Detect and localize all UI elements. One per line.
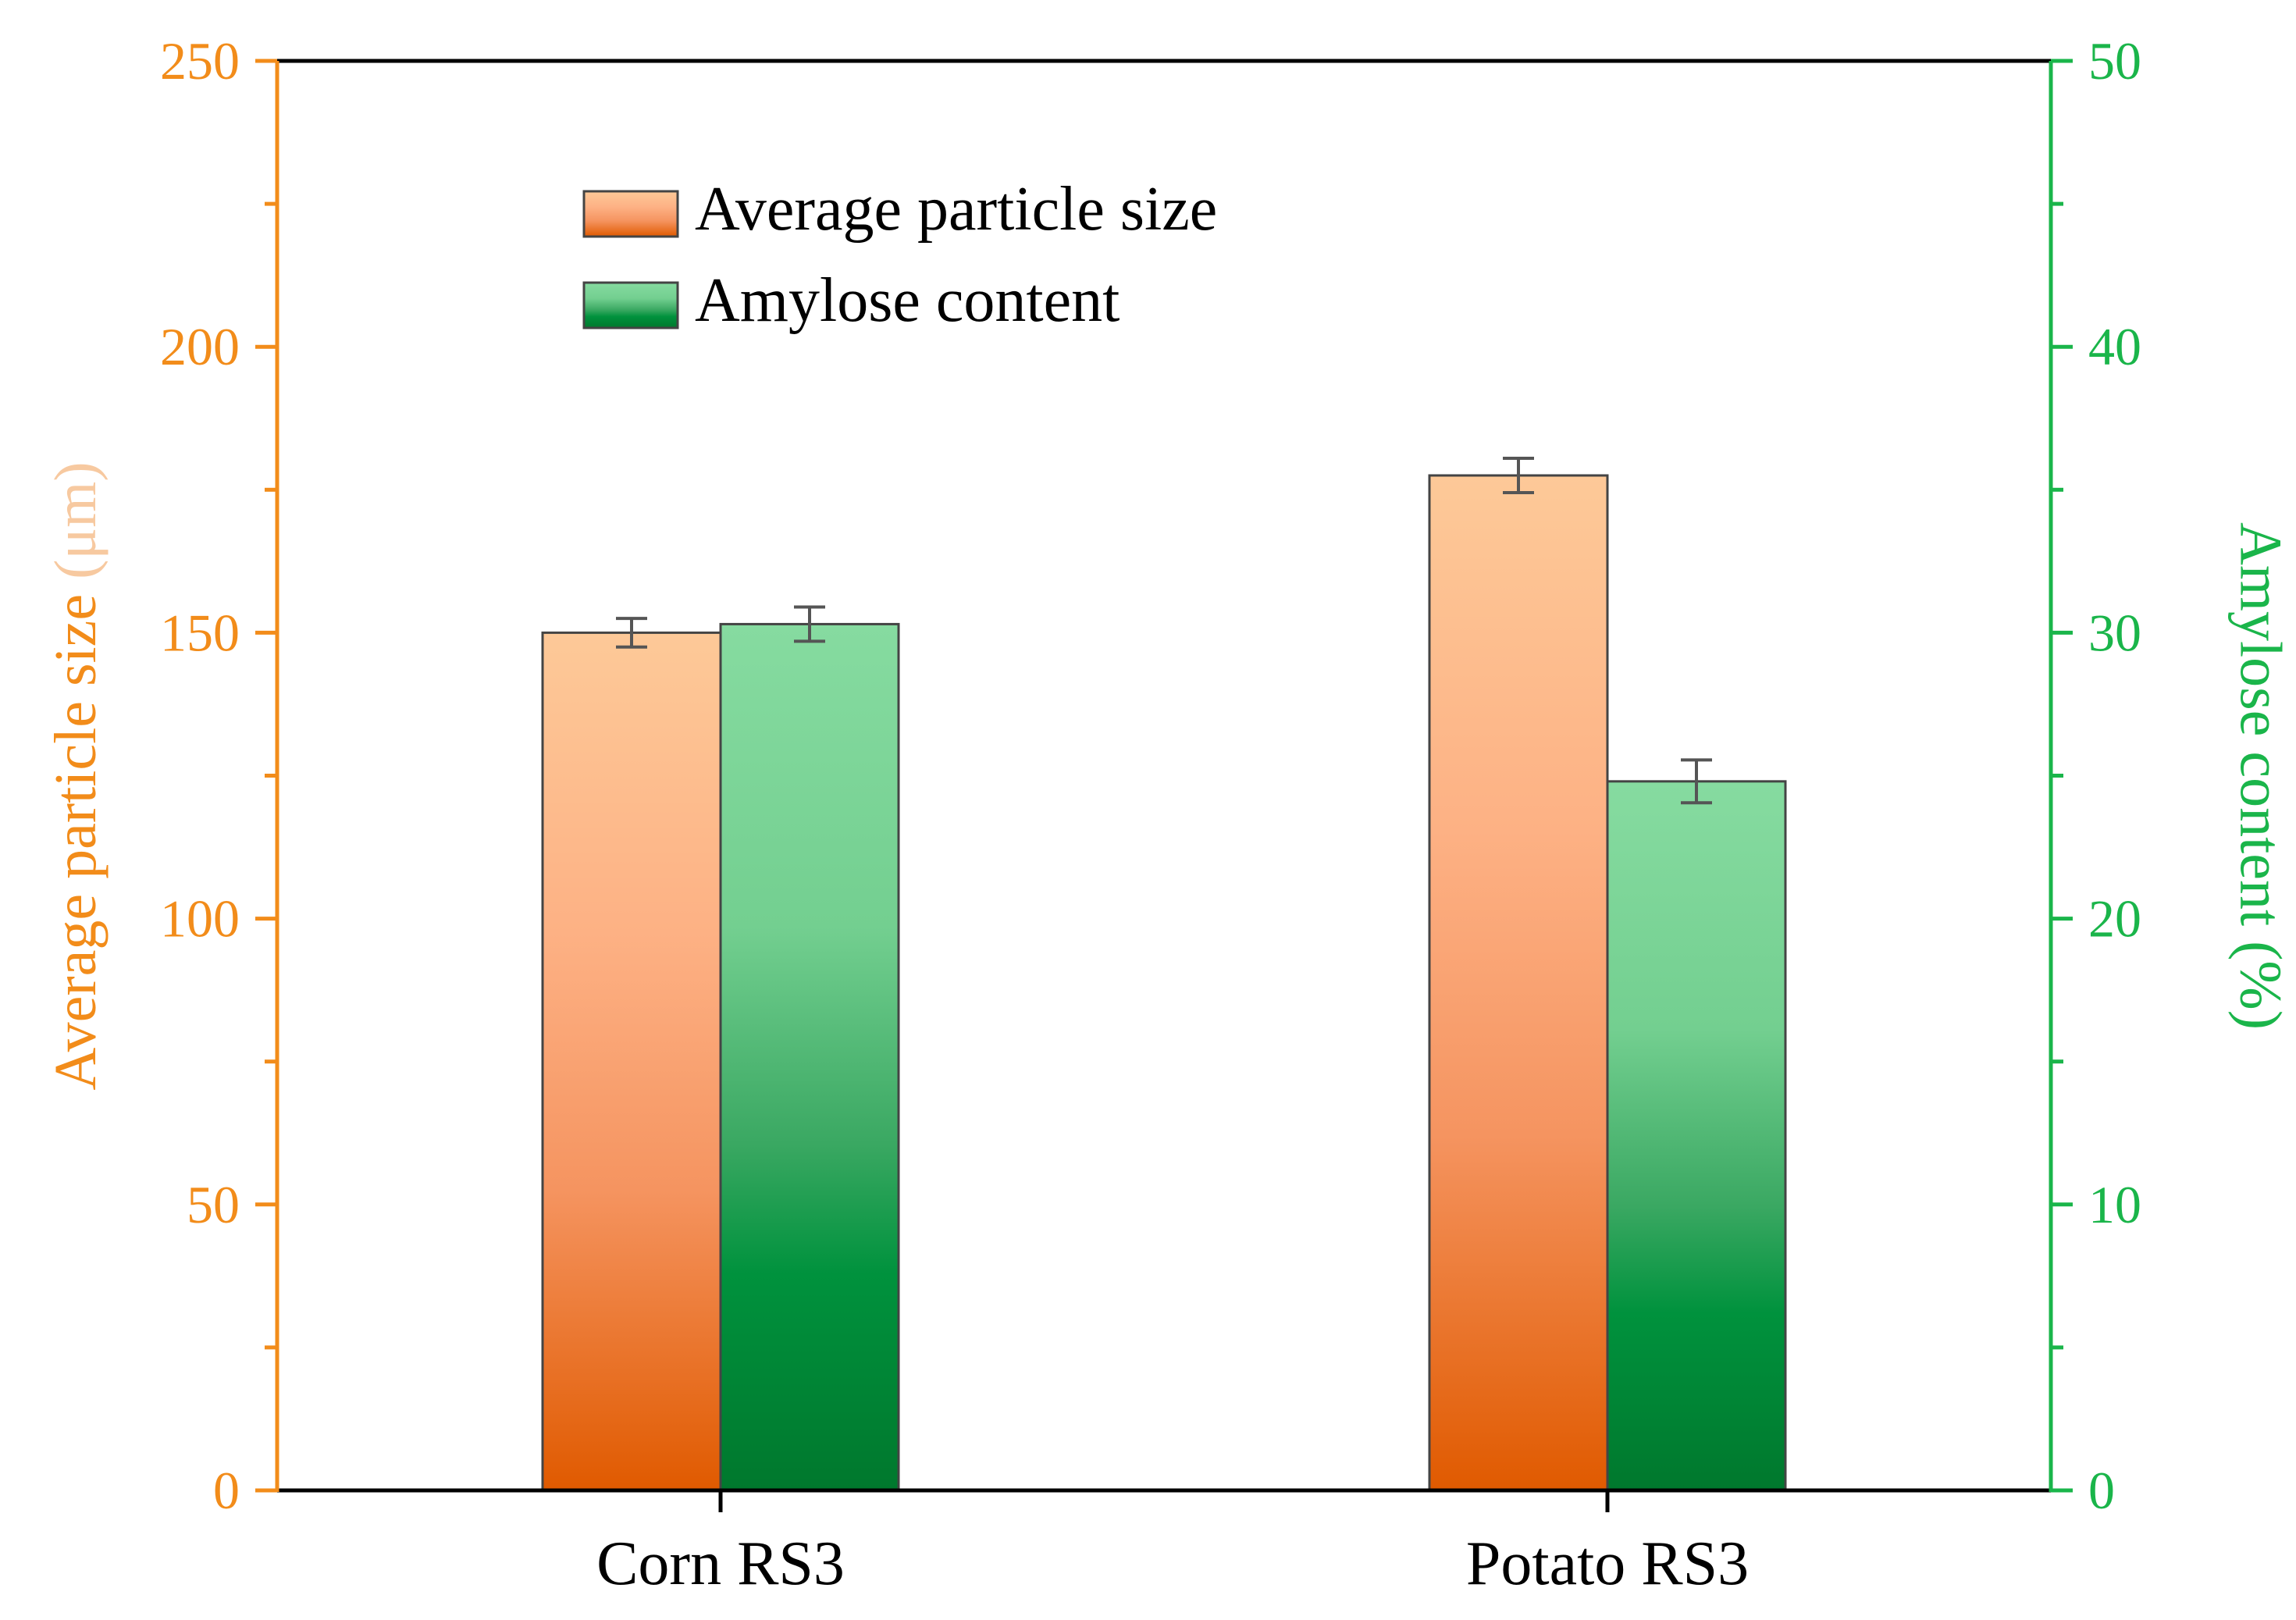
bar-particle-size (541, 631, 722, 1492)
bar-amylose (719, 622, 900, 1492)
left-tick-label: 0 (213, 1461, 240, 1520)
right-tick-label: 10 (2088, 1175, 2141, 1234)
left-axis-ticks: 0 50 100 150 200 250 (160, 31, 277, 1520)
left-axis-title-unit: (μm) (43, 461, 109, 579)
x-category-label: Corn RS3 (596, 1529, 845, 1598)
left-tick-label: 150 (160, 603, 240, 662)
left-axis-title: Average particle size (μm) (43, 461, 109, 1090)
right-tick-label: 0 (2088, 1461, 2115, 1520)
bar-amylose (1606, 780, 1787, 1492)
legend-label-particle-size: Average particle size (695, 175, 1217, 244)
x-axis-ticks: Corn RS3 Potato RS3 (596, 1490, 1749, 1598)
right-tick-label: 40 (2088, 317, 2141, 376)
legend-swatch-green (582, 281, 679, 329)
right-tick-label: 20 (2088, 889, 2141, 949)
left-tick-label: 250 (160, 31, 240, 91)
bar-particle-size (1428, 474, 1609, 1492)
right-axis-ticks: 0 10 20 30 40 50 (2051, 31, 2141, 1520)
right-tick-label: 50 (2088, 31, 2141, 91)
legend-swatch-orange (582, 190, 679, 238)
x-category-label: Potato RS3 (1466, 1529, 1749, 1598)
left-axis-title-main: Average particle size (43, 579, 109, 1091)
left-tick-label: 200 (160, 317, 240, 376)
bars-layer (541, 474, 1787, 1492)
legend: Average particle size Amylose content (582, 175, 1217, 335)
left-tick-label: 50 (187, 1175, 240, 1234)
legend-label-amylose: Amylose content (695, 266, 1120, 335)
left-tick-label: 100 (160, 889, 240, 949)
right-tick-label: 30 (2088, 603, 2141, 662)
right-axis-title: Amylose content (%) (2228, 522, 2294, 1030)
error-bars-layer (616, 457, 1712, 805)
